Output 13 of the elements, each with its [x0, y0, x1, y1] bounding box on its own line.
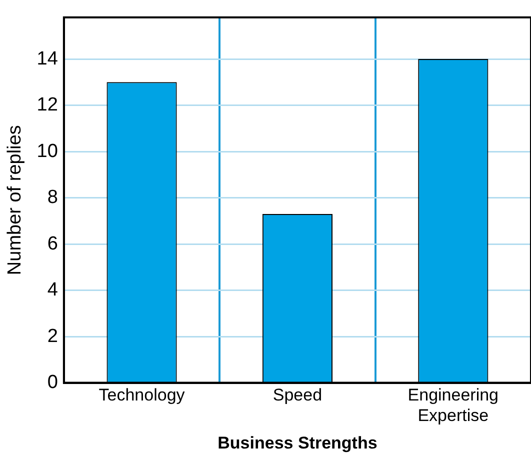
- x-axis-title: Business Strengths: [218, 433, 378, 452]
- y-tick-label: 2: [47, 326, 58, 347]
- y-tick-label: 10: [36, 140, 58, 162]
- x-tick-label: Engineering Expertise: [408, 386, 499, 426]
- x-tick-label: Speed: [272, 386, 322, 405]
- x-tick-label: Technology: [98, 386, 186, 405]
- y-tick-label: 12: [36, 94, 58, 116]
- y-axis-title: Number of replies: [4, 125, 26, 276]
- y-tick-label: 14: [36, 48, 58, 70]
- y-tick-label: 4: [47, 280, 58, 301]
- y-tick-label: 6: [47, 233, 58, 254]
- y-tick-label: 8: [47, 187, 58, 208]
- y-tick-label: 0: [47, 372, 58, 394]
